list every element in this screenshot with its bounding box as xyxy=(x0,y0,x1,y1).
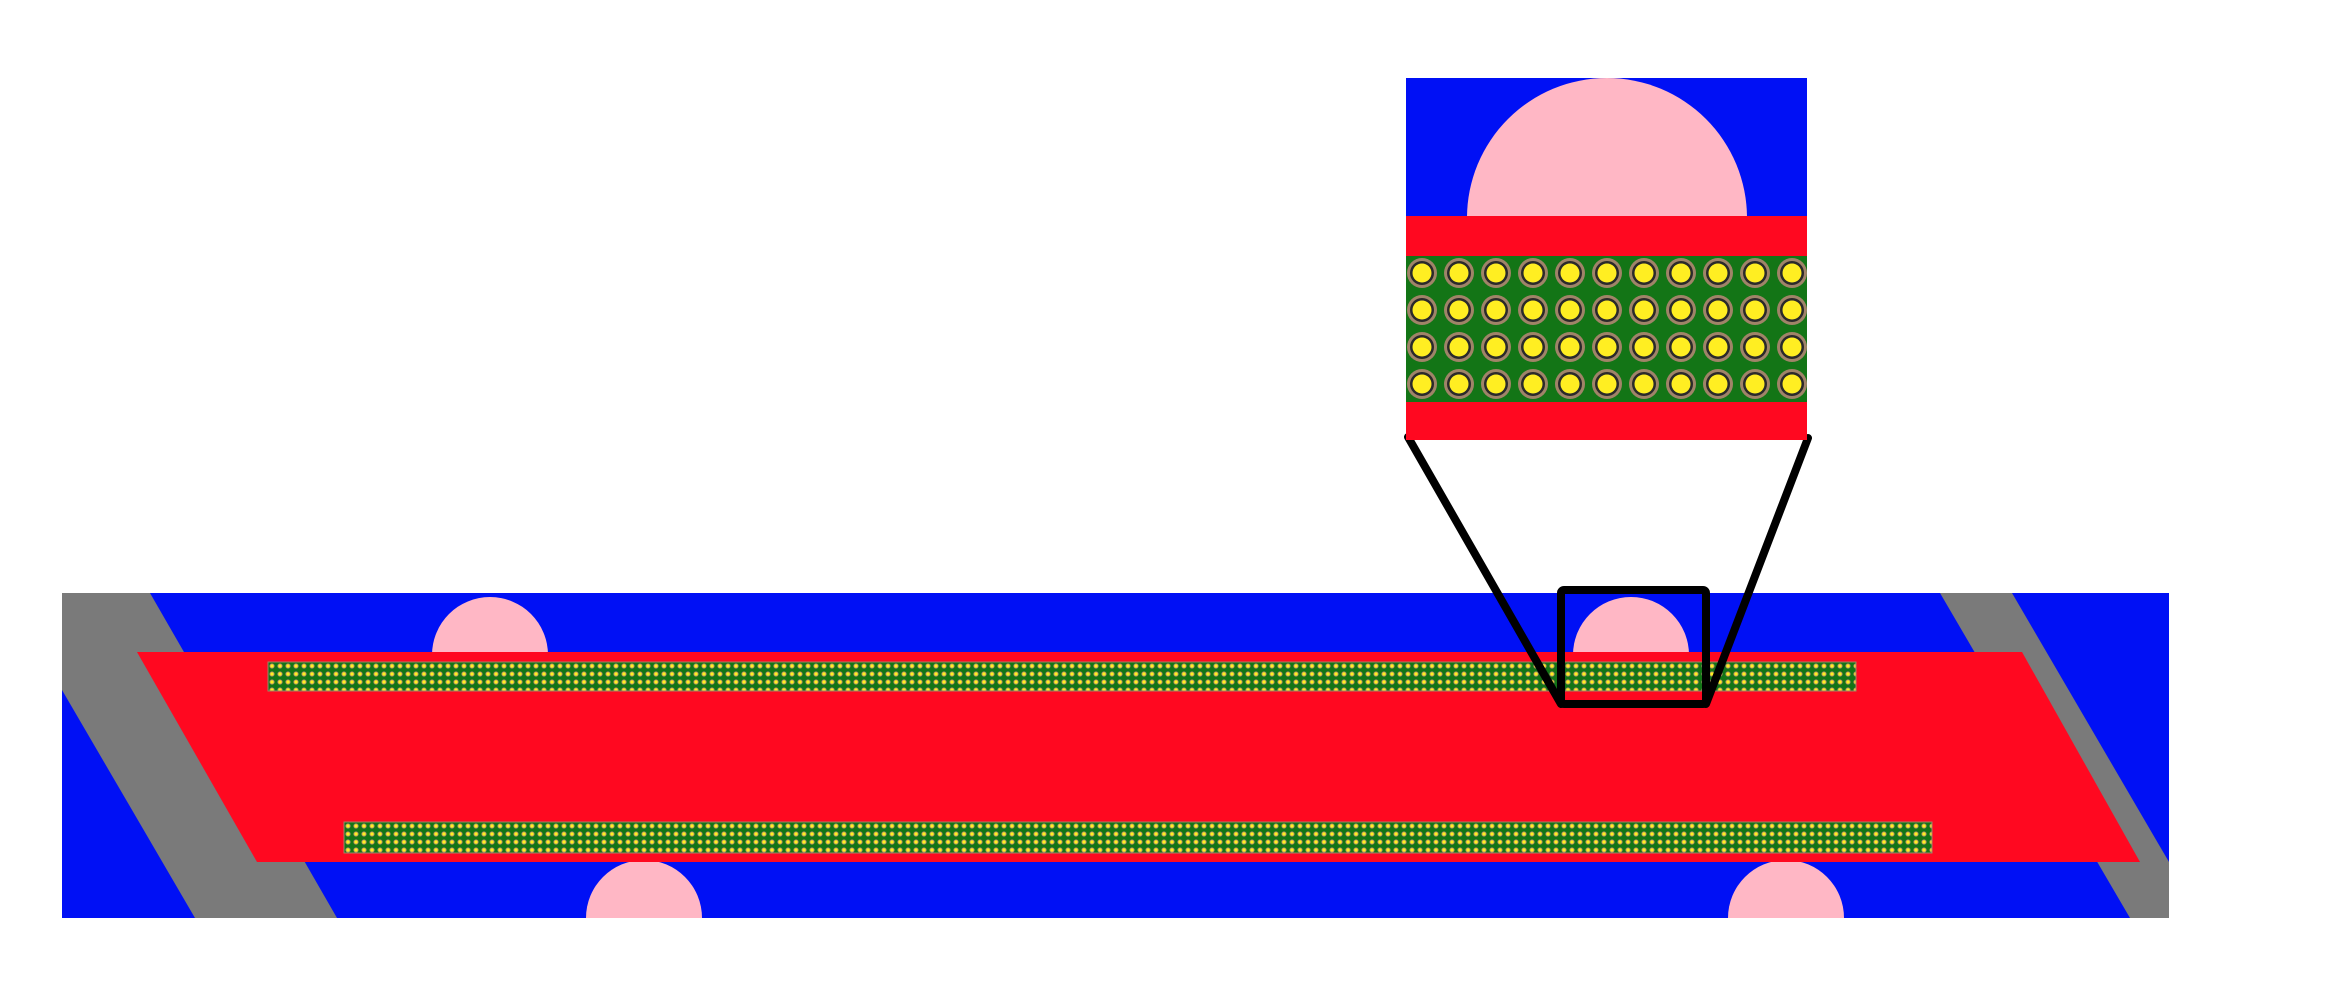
inset-fiber xyxy=(1486,374,1506,394)
inset-fiber xyxy=(1597,263,1617,283)
inset-fiber xyxy=(1412,374,1432,394)
inset-fiber xyxy=(1708,263,1728,283)
particle-bottom-1 xyxy=(586,860,702,918)
inset-fiber xyxy=(1782,300,1802,320)
inset-fiber xyxy=(1745,374,1765,394)
main-panel xyxy=(62,593,2169,918)
zoom-line-right xyxy=(1702,434,1812,708)
particle-bottom-2 xyxy=(1728,860,1844,918)
inset-fiber xyxy=(1597,300,1617,320)
inset-fiber xyxy=(1486,263,1506,283)
inset-fiber xyxy=(1486,300,1506,320)
inset-fiber xyxy=(1782,374,1802,394)
inset-fiber xyxy=(1560,337,1580,357)
inset-particle xyxy=(1467,78,1747,216)
inset-fiber xyxy=(1597,337,1617,357)
inset-fiber xyxy=(1412,337,1432,357)
inset-fiber xyxy=(1449,300,1469,320)
inset-fiber xyxy=(1560,374,1580,394)
inset-fiber xyxy=(1523,263,1543,283)
inset-fiber xyxy=(1782,337,1802,357)
inset-fiber xyxy=(1745,263,1765,283)
particle-top-1 xyxy=(432,597,548,655)
fiber-band-bottom xyxy=(343,821,1933,854)
particle-top-2 xyxy=(1573,597,1689,655)
inset-fiber xyxy=(1671,374,1691,394)
inset-fiber xyxy=(1560,300,1580,320)
inset-fiber xyxy=(1412,300,1432,320)
inset-fiber xyxy=(1449,263,1469,283)
inset-fiber xyxy=(1523,374,1543,394)
inset-fiber xyxy=(1745,300,1765,320)
inset-fiber xyxy=(1745,337,1765,357)
inset-fiber xyxy=(1708,300,1728,320)
inset-fiber xyxy=(1597,374,1617,394)
zoom-line-left xyxy=(1404,433,1565,708)
inset-fiber xyxy=(1412,263,1432,283)
inset-fiber xyxy=(1634,374,1654,394)
inset-fiber xyxy=(1782,263,1802,283)
inset-fiber xyxy=(1708,374,1728,394)
inset-fiber xyxy=(1671,300,1691,320)
inset-fiber xyxy=(1708,337,1728,357)
fiber-band-top xyxy=(267,661,1857,692)
inset-fiber xyxy=(1449,337,1469,357)
inset-fiber xyxy=(1671,337,1691,357)
inset-fibers xyxy=(1407,258,1807,399)
inset-fiber xyxy=(1523,337,1543,357)
zoom-inset xyxy=(1406,78,1807,440)
zoom-box xyxy=(1557,586,1710,708)
inset-fiber xyxy=(1486,337,1506,357)
inset-fiber xyxy=(1634,263,1654,283)
inset-fiber xyxy=(1560,263,1580,283)
inset-fiber xyxy=(1449,374,1469,394)
inset-fiber xyxy=(1634,300,1654,320)
inset-fiber xyxy=(1671,263,1691,283)
inset-fiber xyxy=(1634,337,1654,357)
inset-fiber xyxy=(1523,300,1543,320)
